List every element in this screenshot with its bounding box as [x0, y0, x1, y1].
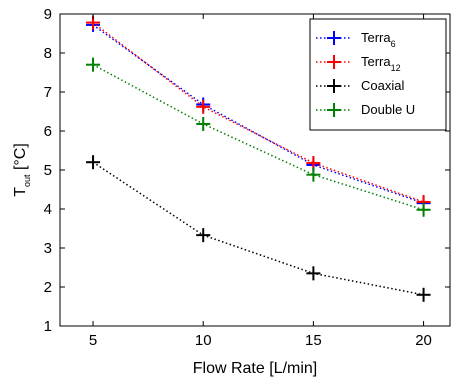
legend-label: Terra6 [361, 30, 396, 49]
series-layer [86, 15, 431, 302]
data-point [196, 228, 211, 243]
x-tick-label: 15 [305, 332, 322, 349]
series-line [92, 64, 424, 211]
data-point [196, 99, 211, 114]
legend-label-sub: 6 [391, 39, 396, 49]
legend-label: Double U [361, 102, 415, 117]
y-tick-label: 4 [44, 201, 52, 218]
legend-label: Terra12 [361, 54, 401, 73]
y-axis-label-sub: out [22, 174, 32, 187]
legend-label-main: Coaxial [361, 78, 404, 93]
x-axis-label: Flow Rate [L/min] [193, 360, 317, 377]
y-axis-label: Tout [°C] [12, 143, 32, 197]
x-tick-label: 10 [195, 332, 212, 349]
legend-marker [327, 103, 341, 117]
legend-label: Coaxial [361, 78, 404, 93]
legend-label-main: Terra [361, 54, 391, 69]
legend-label-main: Double U [361, 102, 415, 117]
x-tick-label: 5 [89, 332, 97, 349]
data-point [306, 155, 321, 170]
y-tick-label: 2 [44, 279, 52, 296]
data-point [306, 266, 321, 281]
legend-marker [327, 55, 341, 69]
data-point [86, 57, 101, 72]
y-tick-label: 5 [44, 162, 52, 179]
data-point [416, 202, 431, 217]
series-line [92, 161, 424, 296]
legend-marker [327, 31, 341, 45]
y-tick-label: 9 [44, 6, 52, 23]
data-point [416, 287, 431, 302]
y-axis-label-rest: [°C] [12, 143, 29, 174]
y-tick-label: 3 [44, 240, 52, 257]
series-line [92, 21, 424, 203]
y-tick-label: 8 [44, 45, 52, 62]
data-point [306, 167, 321, 182]
y-tick-label: 1 [44, 318, 52, 335]
y-tick-label: 6 [44, 123, 52, 140]
legend-marker [327, 79, 341, 93]
data-point [196, 116, 211, 131]
data-point [86, 155, 101, 170]
legend-label-main: Terra [361, 30, 391, 45]
y-axis-label-main: T [12, 187, 29, 197]
y-tick-label: 7 [44, 84, 52, 101]
x-tick-label: 20 [415, 332, 432, 349]
legend-label-sub: 12 [391, 63, 401, 73]
